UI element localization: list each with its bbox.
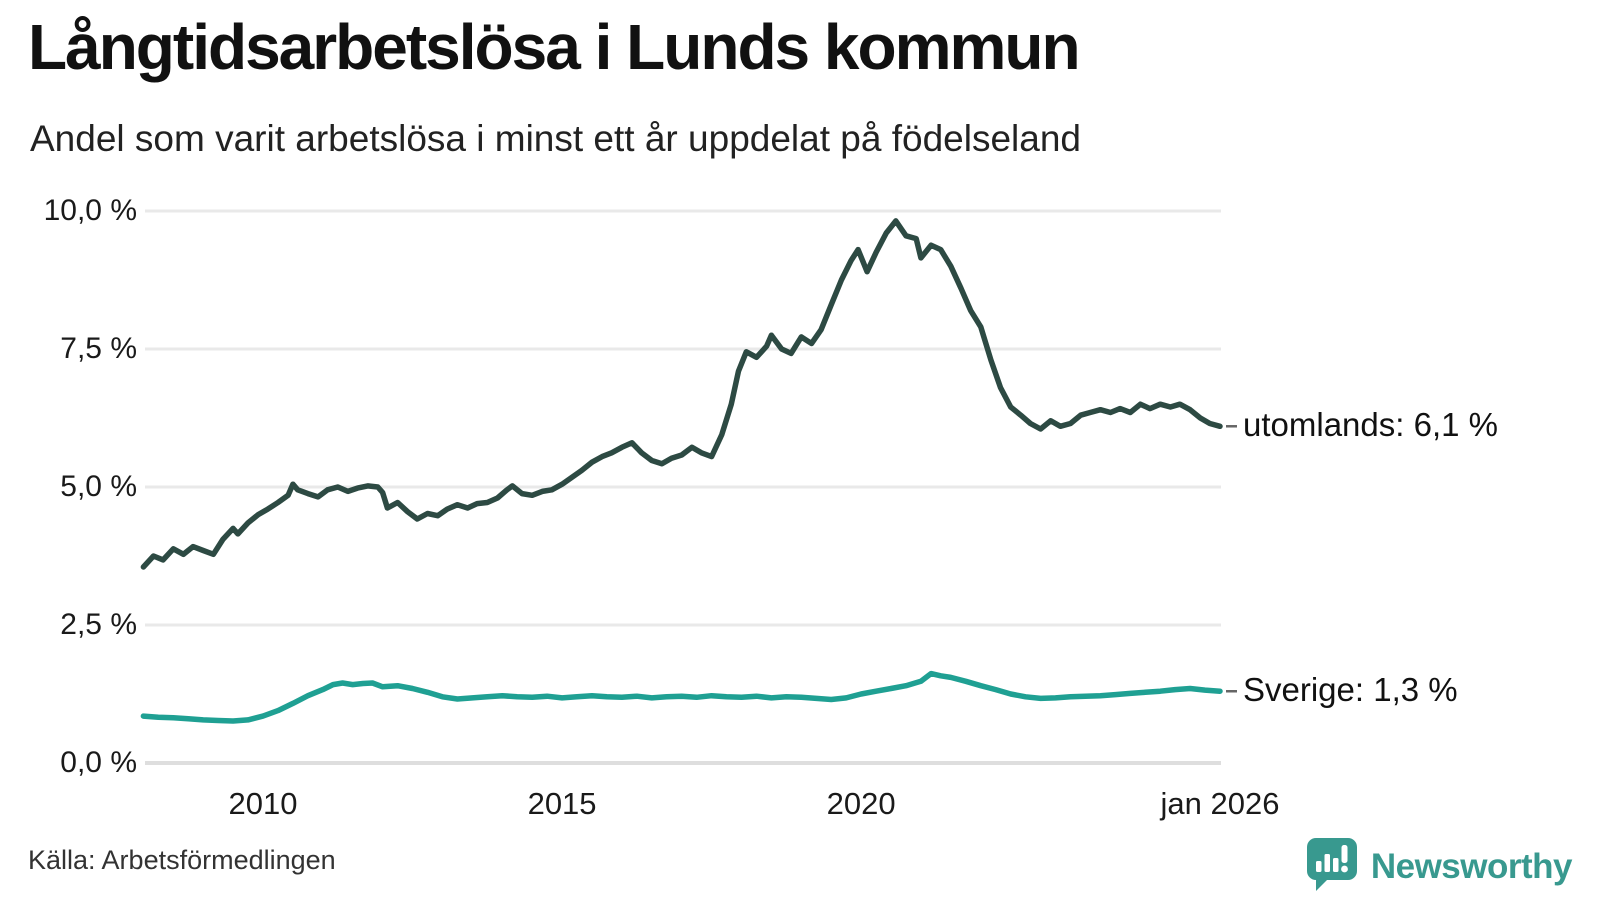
x-axis: 2010 2015 2020 jan 2026	[0, 786, 1600, 826]
series-label-sverige: Sverige: 1,3 %	[1243, 671, 1458, 709]
source-note: Källa: Arbetsförmedlingen	[28, 845, 336, 875]
y-tick-label: 0,0 %	[60, 746, 137, 779]
x-tick-label: jan 2026	[1160, 786, 1280, 821]
y-tick-label: 7,5 %	[60, 332, 137, 365]
y-axis: 0,0 % 2,5 % 5,0 % 7,5 % 10,0 %	[0, 0, 137, 900]
y-tick-label: 10,0 %	[43, 194, 137, 227]
x-tick-label: 2010	[228, 786, 298, 821]
newsworthy-logo-icon	[1305, 836, 1359, 897]
page-subtitle: Andel som varit arbetslösa i minst ett å…	[30, 118, 1081, 159]
series-line-Sverige	[140, 670, 1223, 724]
page-title: Långtidsarbetslösa i Lunds kommun	[28, 11, 1081, 83]
x-tick-label: 2015	[527, 786, 597, 821]
brand-lockup: Newsworthy	[1305, 836, 1573, 897]
brand-wordmark: Newsworthy	[1370, 846, 1573, 886]
y-tick-label: 2,5 %	[60, 608, 137, 641]
y-tick-label: 5,0 %	[60, 470, 137, 503]
series-label-utomlands: utomlands: 6,1 %	[1243, 406, 1498, 444]
x-tick-label: 2020	[826, 786, 896, 821]
series-line-utomlands	[140, 218, 1223, 570]
